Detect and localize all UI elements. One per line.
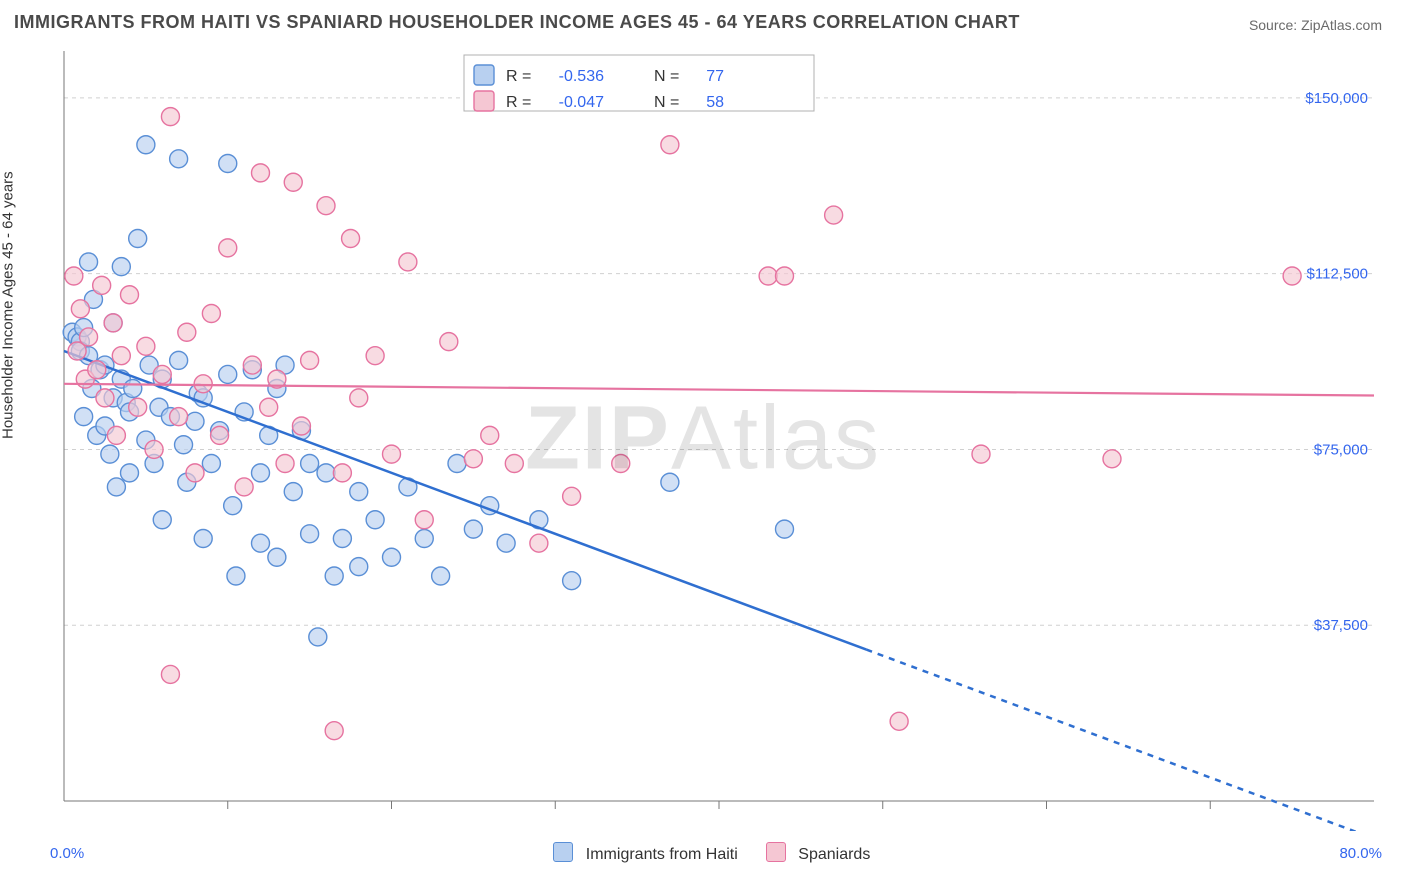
legend-label-spaniards: Spaniards — [798, 846, 870, 863]
x-axis-max-label: 80.0% — [1339, 845, 1382, 862]
legend-item-spaniards: Spaniards — [766, 842, 871, 864]
svg-text:58: 58 — [706, 94, 724, 111]
bottom-legend: Immigrants from Haiti Spaniards — [553, 842, 870, 864]
svg-text:R =: R = — [506, 68, 531, 85]
source-label: Source: ZipAtlas.com — [1249, 17, 1382, 33]
y-axis-label: Householder Income Ages 45 - 64 years — [0, 171, 17, 439]
x-axis-row: 0.0% Immigrants from Haiti Spaniards 80.… — [50, 842, 1382, 864]
chart-title: IMMIGRANTS FROM HAITI VS SPANIARD HOUSEH… — [14, 12, 1020, 33]
svg-text:$37,500: $37,500 — [1314, 617, 1368, 634]
svg-text:-0.536: -0.536 — [559, 68, 604, 85]
svg-text:$75,000: $75,000 — [1314, 441, 1368, 458]
x-axis-min-label: 0.0% — [50, 845, 84, 862]
svg-text:77: 77 — [706, 68, 724, 85]
svg-text:$112,500: $112,500 — [1307, 266, 1368, 283]
svg-text:N =: N = — [654, 94, 679, 111]
scatter-chart-svg: $37,500 $75,000 $112,500 $150,000 R = -0.536 N… — [14, 41, 1392, 831]
svg-text:R =: R = — [506, 94, 531, 111]
svg-text:-0.047: -0.047 — [559, 94, 604, 111]
legend-swatch-spaniards — [766, 842, 786, 862]
legend-swatch-haiti — [553, 842, 573, 862]
legend-label-haiti: Immigrants from Haiti — [586, 846, 738, 863]
legend-item-haiti: Immigrants from Haiti — [553, 842, 737, 864]
svg-text:N =: N = — [654, 68, 679, 85]
svg-text:$150,000: $150,000 — [1305, 90, 1368, 107]
chart-area: Householder Income Ages 45 - 64 years $3… — [14, 41, 1392, 836]
